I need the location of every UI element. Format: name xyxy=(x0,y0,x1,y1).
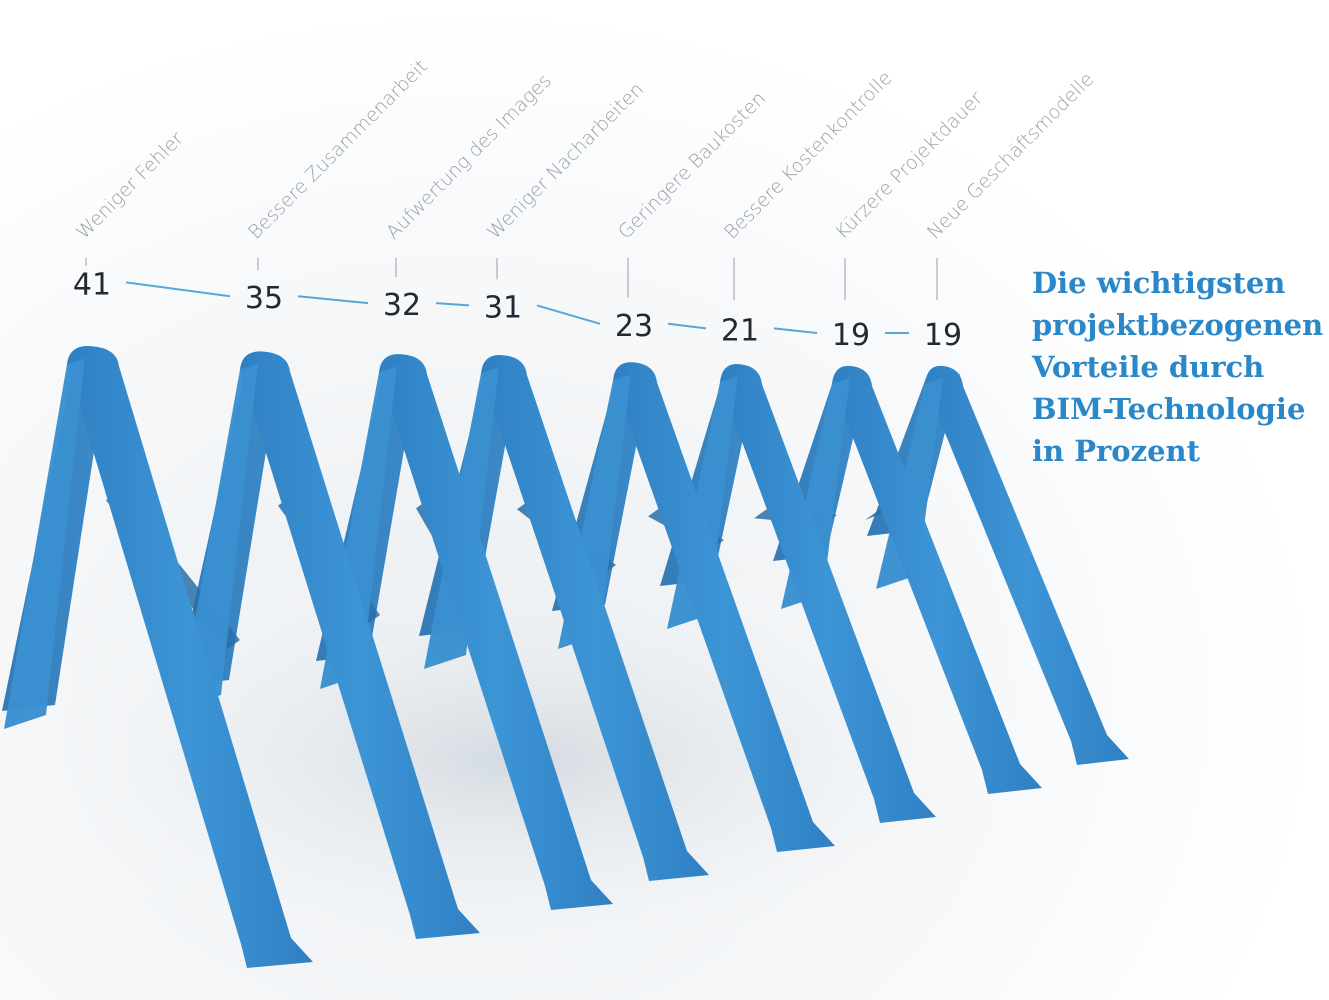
title-line-1: Die wichtigsten xyxy=(1032,266,1286,300)
connector-segment xyxy=(435,302,470,307)
ribbon-front-leg xyxy=(67,346,313,968)
value-label: 32 xyxy=(383,288,421,323)
ribbon-front-leg xyxy=(240,351,480,939)
front-ribbons xyxy=(4,346,1129,968)
title-line-3: Vorteile durch xyxy=(1032,350,1265,385)
title-line-2: projektbezogenen xyxy=(1032,308,1324,343)
ribbon-front-leg xyxy=(832,365,1042,794)
category-label: Weniger Fehler xyxy=(72,127,188,243)
ribbon-front-leg xyxy=(379,354,613,910)
connector-segment xyxy=(125,281,231,298)
connector-segment xyxy=(536,304,601,325)
value-label: 21 xyxy=(721,313,759,348)
ribbon-front-leg xyxy=(925,365,1129,765)
value-labels: 41 35 32 31 23 21 19 19 xyxy=(73,267,962,353)
value-label: 35 xyxy=(245,281,283,316)
category-label: Neue Geschäftsmodelle xyxy=(923,68,1098,243)
title-line-4: BIM-Technologie xyxy=(1032,392,1306,427)
ribbon-front-leg xyxy=(720,364,936,823)
ribbon-left-leg xyxy=(179,363,258,709)
connector-segment xyxy=(667,322,707,330)
ribbon-left-leg xyxy=(4,358,85,729)
value-label: 31 xyxy=(484,290,522,325)
category-label: Aufwertung des Images xyxy=(382,70,556,244)
ribbon-front-leg xyxy=(613,362,835,852)
value-label: 23 xyxy=(615,309,653,344)
value-label: 19 xyxy=(924,318,962,353)
connector-lines xyxy=(125,281,909,334)
connector-segment xyxy=(297,295,369,305)
title-line-5: in Prozent xyxy=(1032,434,1201,469)
tick-marks xyxy=(85,258,938,300)
category-labels: Weniger Fehler Bessere ZusammenarbeitAufw… xyxy=(72,55,1098,243)
connector-segment xyxy=(773,327,818,334)
value-label: 19 xyxy=(832,318,870,353)
chart-title: Die wichtigsten projektbezogenen Vorteil… xyxy=(1032,262,1327,472)
ribbon-front-leg xyxy=(481,355,709,881)
value-label: 41 xyxy=(73,267,111,302)
